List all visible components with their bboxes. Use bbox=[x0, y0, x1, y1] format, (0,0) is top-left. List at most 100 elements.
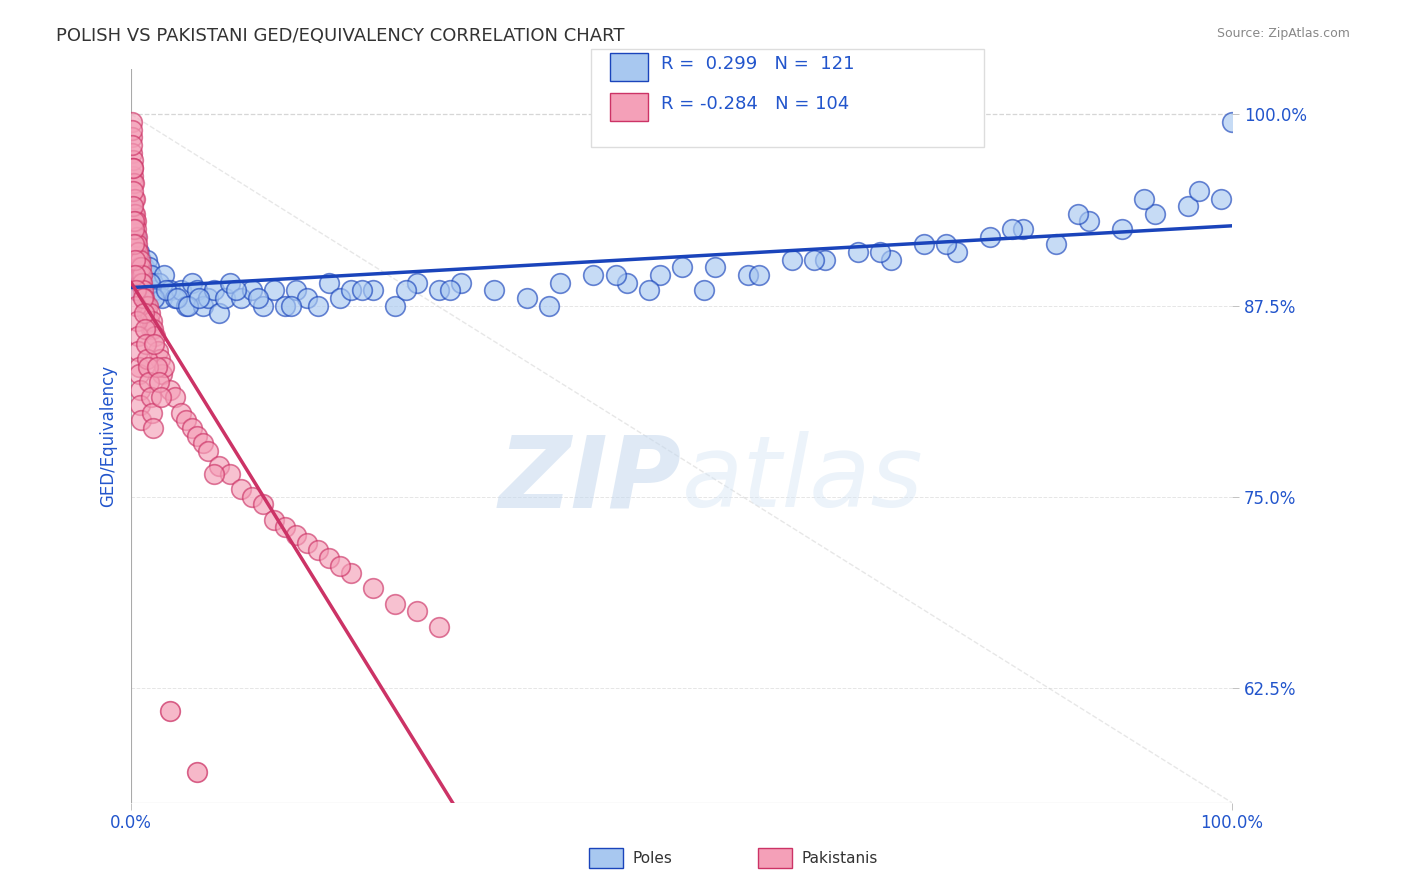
Point bbox=[166, 291, 188, 305]
Point bbox=[538, 299, 561, 313]
Point bbox=[159, 283, 181, 297]
Point bbox=[134, 321, 156, 335]
Point bbox=[143, 336, 166, 351]
Point bbox=[124, 229, 146, 244]
Point bbox=[121, 130, 143, 145]
Point bbox=[138, 314, 160, 328]
Point bbox=[945, 245, 967, 260]
Point bbox=[155, 283, 177, 297]
Point bbox=[145, 329, 167, 343]
Point bbox=[1067, 207, 1090, 221]
Point bbox=[139, 268, 162, 282]
Point bbox=[165, 291, 187, 305]
Point bbox=[191, 436, 214, 450]
Text: R =  0.299   N =  121: R = 0.299 N = 121 bbox=[661, 55, 855, 73]
Point bbox=[124, 252, 146, 267]
Point bbox=[127, 245, 149, 260]
Point bbox=[129, 252, 152, 267]
Point bbox=[128, 252, 150, 267]
Point bbox=[1188, 184, 1211, 198]
Point bbox=[170, 406, 193, 420]
Point bbox=[135, 299, 157, 313]
Point bbox=[219, 276, 242, 290]
Point bbox=[406, 276, 429, 290]
Point bbox=[135, 276, 157, 290]
Point bbox=[395, 283, 418, 297]
Point bbox=[208, 459, 231, 474]
Point bbox=[121, 161, 143, 175]
Point bbox=[363, 582, 385, 596]
Point bbox=[671, 260, 693, 275]
Point bbox=[1143, 207, 1166, 221]
Point bbox=[145, 283, 167, 297]
Text: ZIP: ZIP bbox=[499, 431, 682, 528]
Point bbox=[1209, 192, 1232, 206]
Point bbox=[225, 283, 247, 297]
Point bbox=[1133, 192, 1156, 206]
Point bbox=[202, 467, 225, 481]
Point bbox=[153, 268, 176, 282]
Point bbox=[127, 268, 149, 282]
Point bbox=[142, 421, 165, 435]
Point bbox=[159, 383, 181, 397]
Point bbox=[136, 299, 159, 313]
Point bbox=[263, 283, 285, 297]
Point bbox=[138, 375, 160, 389]
Point bbox=[174, 299, 197, 313]
Point bbox=[132, 306, 155, 320]
Point bbox=[131, 276, 153, 290]
Point bbox=[146, 344, 169, 359]
Point bbox=[406, 604, 429, 618]
Point bbox=[129, 268, 152, 282]
Point bbox=[274, 520, 297, 534]
Point bbox=[439, 283, 461, 297]
Point bbox=[124, 237, 146, 252]
Point bbox=[869, 245, 891, 260]
Point bbox=[129, 276, 152, 290]
Point bbox=[252, 497, 274, 511]
Point bbox=[297, 291, 319, 305]
Point bbox=[170, 283, 193, 297]
Point bbox=[125, 229, 148, 244]
Point bbox=[240, 490, 263, 504]
Text: Poles: Poles bbox=[633, 852, 672, 866]
Point bbox=[143, 291, 166, 305]
Point bbox=[174, 413, 197, 427]
Point bbox=[122, 176, 145, 190]
Point bbox=[180, 276, 202, 290]
Point bbox=[136, 352, 159, 367]
Point bbox=[127, 252, 149, 267]
Point bbox=[128, 359, 150, 374]
Point bbox=[131, 260, 153, 275]
Point bbox=[153, 359, 176, 374]
Point bbox=[285, 528, 308, 542]
Point bbox=[340, 566, 363, 581]
Point bbox=[484, 283, 506, 297]
Point bbox=[202, 283, 225, 297]
Point bbox=[429, 283, 451, 297]
Point bbox=[737, 268, 759, 282]
Point bbox=[125, 245, 148, 260]
Point bbox=[329, 558, 352, 573]
Point bbox=[231, 826, 253, 840]
Point bbox=[186, 764, 208, 779]
Point bbox=[122, 214, 145, 228]
Point bbox=[297, 535, 319, 549]
Point bbox=[124, 207, 146, 221]
Point bbox=[846, 245, 869, 260]
Point bbox=[145, 359, 167, 374]
Point bbox=[127, 329, 149, 343]
Point bbox=[208, 306, 231, 320]
Point bbox=[803, 252, 825, 267]
Point bbox=[149, 390, 172, 404]
Point bbox=[122, 252, 145, 267]
Point bbox=[188, 291, 211, 305]
Point bbox=[274, 299, 297, 313]
Point bbox=[263, 513, 285, 527]
Point bbox=[231, 291, 253, 305]
Point bbox=[1177, 199, 1199, 213]
Point bbox=[149, 352, 172, 367]
Point bbox=[132, 283, 155, 297]
Point bbox=[318, 550, 340, 565]
Point bbox=[125, 237, 148, 252]
